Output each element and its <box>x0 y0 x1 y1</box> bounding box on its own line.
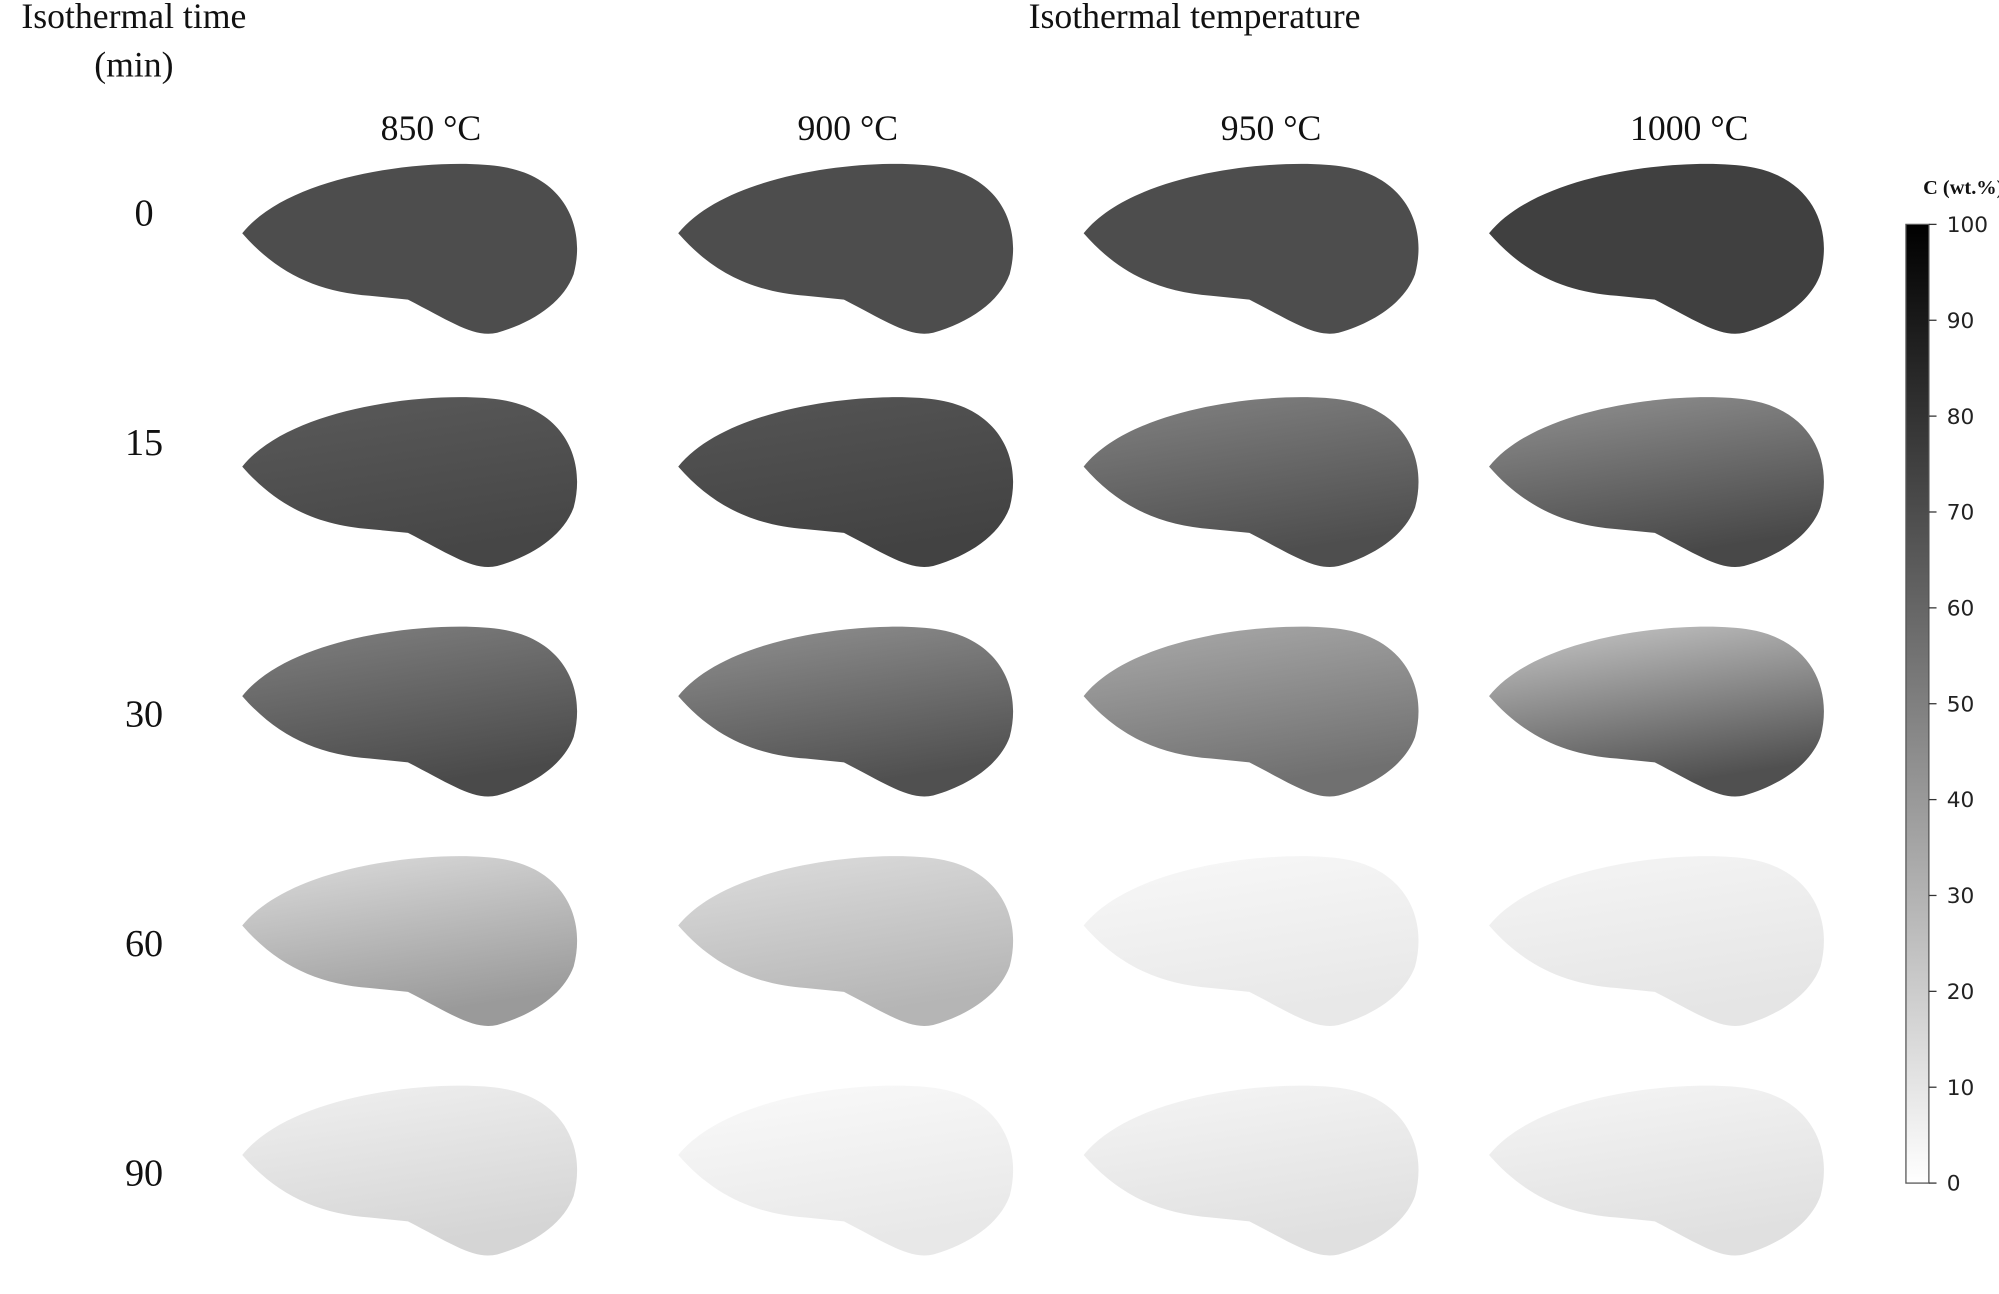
simulation-result <box>1083 626 1419 797</box>
column-label: 850 °C <box>381 108 482 148</box>
colorbar-tick-label: 70 <box>1947 501 1975 526</box>
column-label: 900 °C <box>798 108 899 148</box>
simulation-result <box>242 397 578 568</box>
row-label: 30 <box>125 694 163 736</box>
colorbar-tick-label: 50 <box>1947 692 1975 717</box>
simulation-result <box>1083 397 1419 568</box>
row-title: Isothermal time <box>21 0 246 36</box>
colorbar-title: C (wt.%) <box>1923 177 1999 199</box>
simulation-result <box>1489 1085 1824 1256</box>
simulation-result <box>1489 626 1824 797</box>
simulation-result <box>678 856 1014 1026</box>
colorbar-tick-label: 10 <box>1947 1076 1975 1101</box>
colorbar-tick-label: 20 <box>1947 980 1975 1005</box>
column-label: 1000 °C <box>1630 108 1748 148</box>
simulation-result <box>242 1085 578 1256</box>
simulation-result <box>678 1085 1014 1256</box>
simulation-result <box>1489 163 1824 334</box>
colorbar-tick-label: 80 <box>1947 405 1975 430</box>
colorbar-tick-label: 30 <box>1947 884 1975 909</box>
colorbar-tick-label: 60 <box>1947 597 1975 622</box>
simulation-result <box>678 163 1014 334</box>
simulation-result <box>1083 163 1419 334</box>
column-label: 950 °C <box>1221 108 1322 148</box>
row-label: 90 <box>125 1153 163 1195</box>
colorbar-tick-label: 100 <box>1947 213 1988 238</box>
simulation-result <box>242 856 578 1026</box>
simulation-result <box>1083 1085 1419 1256</box>
colorbar-tick-label: 40 <box>1947 788 1975 813</box>
simulation-result <box>242 626 578 797</box>
simulation-result <box>678 397 1014 568</box>
row-unit: (min) <box>94 44 173 84</box>
row-label: 15 <box>125 422 163 464</box>
row-label: 0 <box>134 193 153 235</box>
simulation-result <box>1083 856 1419 1026</box>
column-title: Isothermal temperature <box>1029 0 1361 36</box>
colorbar <box>1905 223 1930 1184</box>
colorbar-tick-label: 90 <box>1947 309 1975 334</box>
simulation-result <box>1489 856 1824 1026</box>
simulation-result <box>678 626 1014 797</box>
simulation-result <box>242 163 578 334</box>
colorbar-tick-label: 0 <box>1947 1172 1961 1197</box>
row-label: 60 <box>125 923 163 965</box>
simulation-result <box>1489 397 1824 568</box>
